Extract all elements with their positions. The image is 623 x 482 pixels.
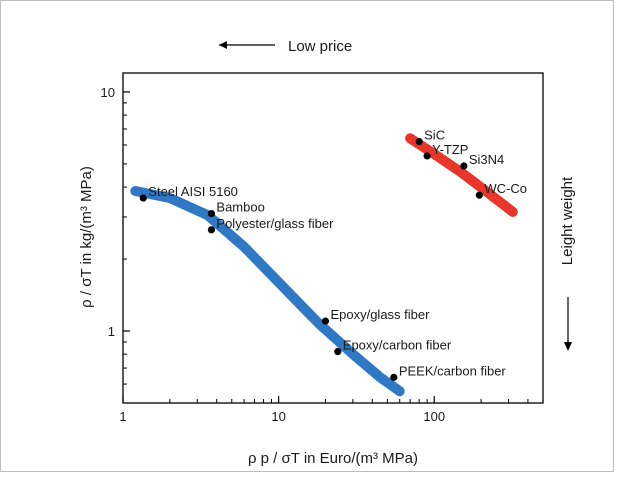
- scatter-chart: 1 10 100 1 10 Steel AISI 5160BambooPolyester…: [78, 38, 576, 467]
- x-tick-label: 1: [119, 409, 126, 424]
- y-tick-label: 1: [108, 324, 115, 339]
- data-point: [415, 137, 423, 146]
- plot-area-frame: [122, 72, 544, 404]
- figure-frame: 1 10 100 1 10 Steel AISI 5160 Bamboo Polyester…: [0, 0, 614, 472]
- point-label: Polyester/glass fiber: [216, 216, 334, 231]
- point-label: PEEK/carbon fiber: [399, 363, 507, 378]
- low-price-label: Low price: [288, 38, 352, 55]
- point-label: Epoxy/glass fiber: [330, 307, 430, 322]
- x-tick-label: 100: [423, 409, 445, 424]
- trend-band-polymers-composites: [130, 186, 405, 397]
- point-label: Y-TZP: [432, 142, 468, 157]
- low-price-hint: Low price: [219, 38, 352, 55]
- axis-ticks: 1 10 100 1 10: [101, 85, 544, 424]
- y-tick-label: 10: [101, 85, 115, 100]
- x-tick-label: 10: [271, 409, 285, 424]
- data-point: [423, 152, 431, 160]
- light-weight-label: Leight weight: [559, 176, 576, 265]
- point-label: Steel AISI 5160: [148, 184, 238, 199]
- data-point: [139, 194, 147, 202]
- data-point: [475, 191, 483, 199]
- point-label: Epoxy/carbon fiber: [343, 338, 452, 353]
- data-point: [207, 226, 216, 234]
- data-point: [460, 162, 468, 170]
- point-label: Bamboo: [216, 200, 264, 215]
- trend-bands: [130, 133, 518, 397]
- trend-band-ceramics: [405, 133, 518, 217]
- point-label: Si3N4: [469, 152, 504, 167]
- data-point: [334, 348, 342, 356]
- y-axis-title: ρ / σT in kg/(m³ MPa): [78, 166, 95, 308]
- point-label: SiC: [424, 128, 445, 143]
- data-point: [390, 373, 398, 381]
- x-axis-title: ρ p / σT in Euro/(m³ MPa): [248, 450, 418, 467]
- point-label: WC-Co: [484, 181, 527, 196]
- light-weight-hint: Leight weight: [559, 176, 576, 351]
- data-point: [321, 317, 330, 325]
- data-point: [207, 209, 216, 218]
